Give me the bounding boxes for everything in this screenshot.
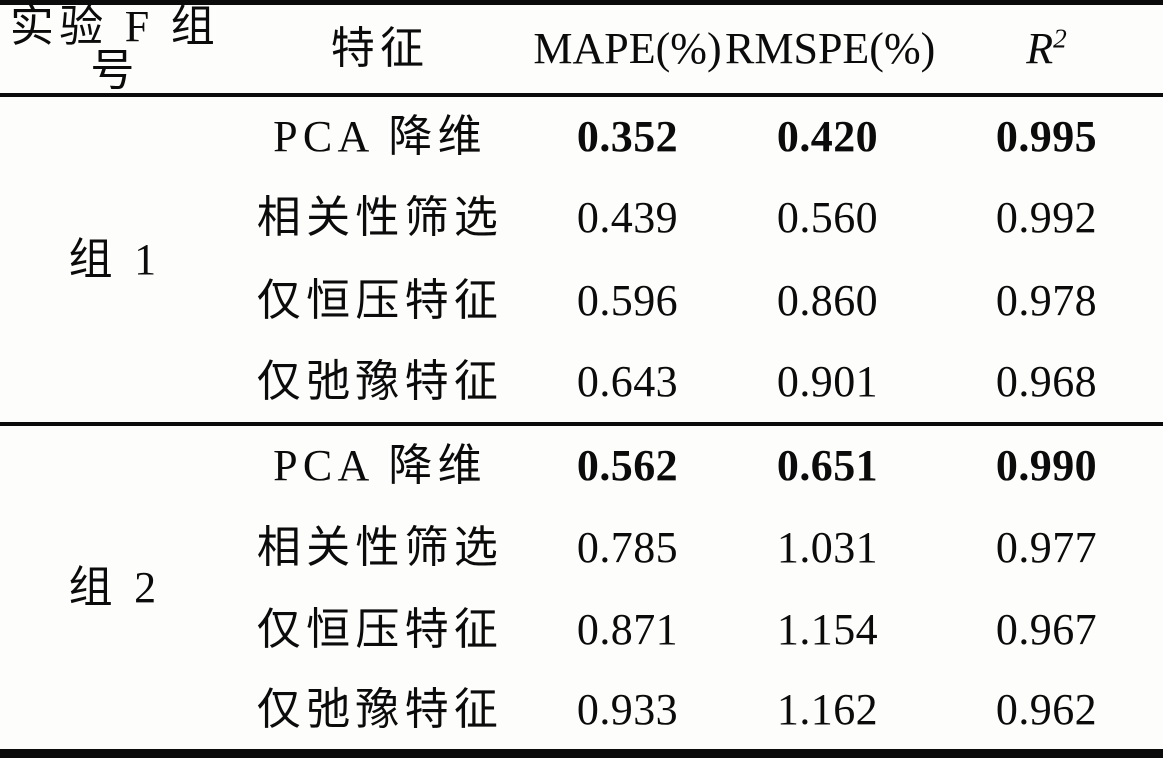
table-row: 组 2 PCA 降维 0.562 0.651 0.990 [0, 422, 1163, 754]
rmspe-cell: 0.901 [776, 357, 879, 407]
group-cell: 组 2 [0, 422, 230, 754]
r2-cell: 0.968 [995, 357, 1098, 407]
feature-cell: 相关性筛选 [256, 522, 504, 572]
mape-cell: 0.439 [576, 193, 679, 243]
header-rmspe: RMSPE(%) [725, 2, 935, 97]
r2-cell: 0.995 [995, 112, 1098, 162]
feature-cell: 仅恒压特征 [256, 275, 504, 325]
table-row: 仅弛豫特征 0.643 0.901 0.968 [0, 342, 1163, 424]
feature-cell: PCA 降维 [273, 112, 487, 162]
r2-cell: 0.978 [995, 275, 1098, 325]
r-squared-base: R [1026, 24, 1054, 73]
mape-cell: 0.562 [530, 422, 725, 507]
r2-cell: 0.977 [995, 522, 1098, 572]
header-feature: 特征 [230, 2, 530, 97]
rmspe-cell: 0.860 [776, 275, 879, 325]
mape-cell: 0.871 [576, 605, 679, 655]
feature-cell: 仅弛豫特征 [256, 357, 504, 407]
feature-cell: 仅恒压特征 [256, 605, 504, 655]
feature-cell: 相关性筛选 [256, 193, 504, 243]
header-row: 实验 F 组号 特征 MAPE(%) RMSPE(%) R2 [0, 2, 1163, 97]
table-row: 组 1 PCA 降维 0.352 0.420 0.995 [0, 95, 1163, 282]
mape-cell: 0.785 [576, 522, 679, 572]
feature-cell: 仅弛豫特征 [256, 685, 504, 735]
rmspe-cell: 1.162 [776, 685, 879, 735]
rmspe-cell: 0.420 [776, 112, 879, 162]
table-row: 仅恒压特征 0.596 0.860 0.978 [0, 260, 1163, 342]
table-row: 相关性筛选 0.785 1.031 0.977 [0, 507, 1163, 589]
table-row: 相关性筛选 0.439 0.560 0.992 [0, 177, 1163, 259]
header-mape: MAPE(%) [530, 2, 725, 97]
mape-cell: 0.352 [576, 112, 679, 162]
r2-cell: 0.990 [930, 422, 1163, 507]
table-row: 仅恒压特征 0.871 1.154 0.967 [0, 589, 1163, 671]
mape-cell: 0.596 [576, 275, 679, 325]
rmspe-cell: 0.560 [776, 193, 879, 243]
rmspe-cell: 0.651 [725, 422, 930, 507]
r2-cell: 0.967 [995, 605, 1098, 655]
r-squared-exponent: 2 [1053, 23, 1067, 54]
table-row: 仅弛豫特征 0.933 1.162 0.962 [0, 671, 1163, 753]
header-r-squared: R2 [930, 2, 1163, 97]
mape-cell: 0.643 [576, 357, 679, 407]
r2-cell: 0.992 [995, 193, 1098, 243]
r2-cell: 0.962 [995, 685, 1098, 735]
header-experiment-group: 实验 F 组号 [0, 2, 230, 97]
feature-cell: PCA 降维 [230, 422, 530, 507]
mape-cell: 0.933 [576, 685, 679, 735]
group-cell: 组 1 [68, 234, 162, 284]
rmspe-cell: 1.154 [776, 605, 879, 655]
rmspe-cell: 1.031 [776, 522, 879, 572]
